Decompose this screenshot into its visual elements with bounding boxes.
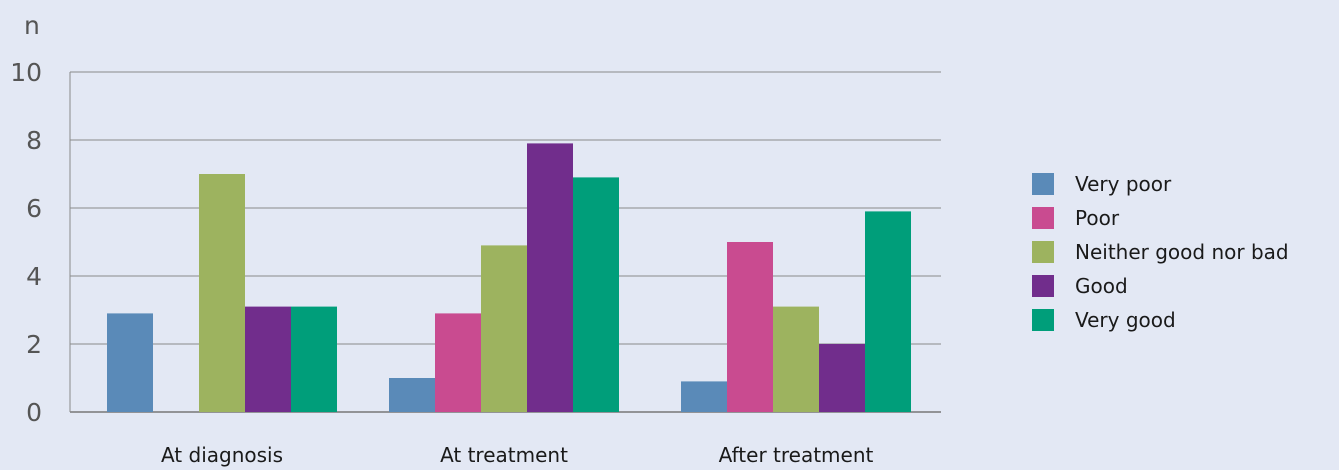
bar — [527, 143, 573, 412]
legend-label: Very good — [1075, 308, 1176, 332]
category-label: At treatment — [440, 443, 568, 467]
y-tick-label: 2 — [26, 330, 42, 359]
bar — [107, 313, 153, 412]
bar — [435, 313, 481, 412]
bar — [819, 344, 865, 412]
bar — [865, 211, 911, 412]
bar — [773, 306, 819, 412]
legend: Very poor Poor Neither good nor bad Good Ver… — [1032, 172, 1289, 332]
legend-swatch — [1032, 309, 1054, 331]
category-label: After treatment — [719, 443, 874, 467]
category-labels: At diagnosis At treatment After treatment — [161, 443, 874, 467]
legend-label: Good — [1075, 274, 1128, 298]
bar — [199, 174, 245, 412]
bar — [573, 177, 619, 412]
y-tick-labels: 0 2 4 6 8 10 — [10, 58, 42, 427]
bar — [727, 242, 773, 412]
bar — [481, 245, 527, 412]
legend-label: Neither good nor bad — [1075, 240, 1289, 264]
y-axis-label: n — [24, 11, 40, 40]
bar — [291, 306, 337, 412]
legend-swatch — [1032, 207, 1054, 229]
category-label: At diagnosis — [161, 443, 283, 467]
bar — [681, 381, 727, 412]
bars — [107, 143, 911, 412]
y-tick-label: 8 — [26, 126, 42, 155]
bar — [389, 378, 435, 412]
legend-label: Very poor — [1075, 172, 1172, 196]
y-tick-label: 0 — [26, 398, 42, 427]
legend-swatch — [1032, 173, 1054, 195]
legend-label: Poor — [1075, 206, 1120, 230]
legend-swatch — [1032, 241, 1054, 263]
y-tick-label: 4 — [26, 262, 42, 291]
y-tick-label: 6 — [26, 194, 42, 223]
y-tick-label: 10 — [10, 58, 42, 87]
bar — [245, 306, 291, 412]
legend-swatch — [1032, 275, 1054, 297]
